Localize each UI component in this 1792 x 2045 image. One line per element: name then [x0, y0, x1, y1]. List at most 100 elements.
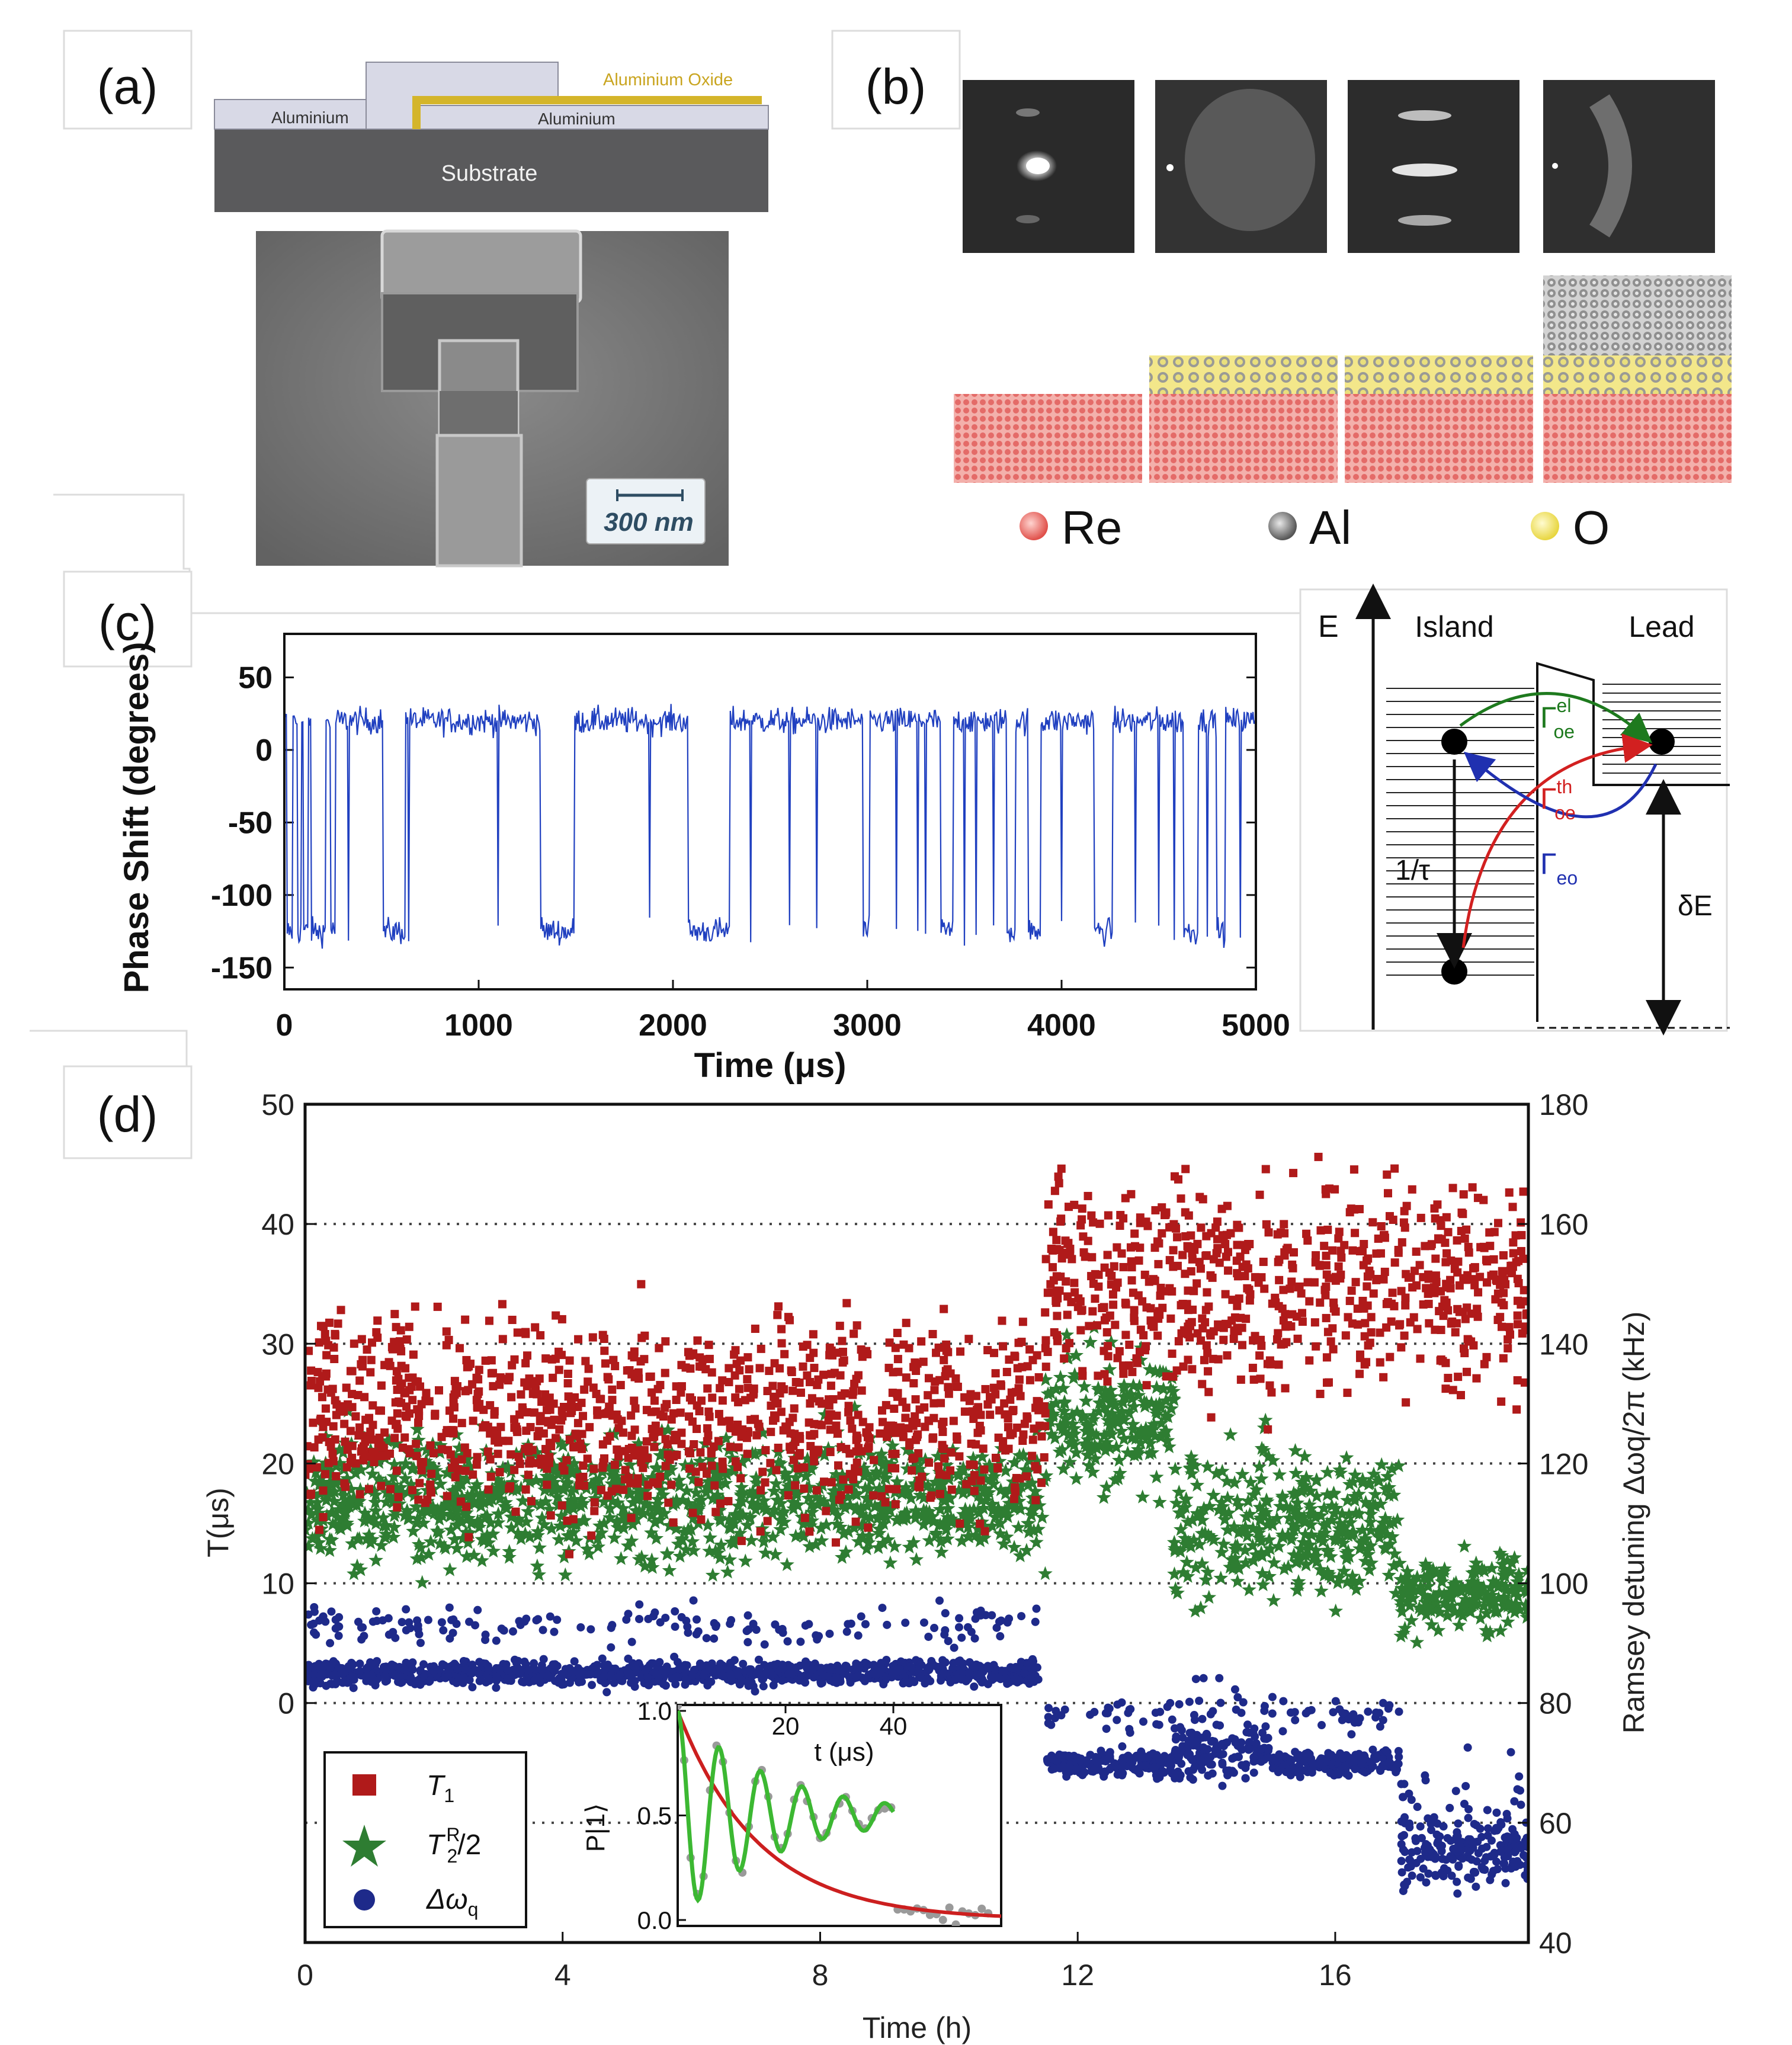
- data-point-dw: [1033, 1663, 1041, 1672]
- data-point-t1: [1431, 1254, 1440, 1263]
- substrate-label: Substrate: [441, 161, 538, 186]
- data-point-t1: [1203, 1288, 1211, 1297]
- data-point-t1: [1334, 1234, 1343, 1243]
- data-point-t1: [1083, 1191, 1092, 1200]
- data-point-t2: [416, 1515, 431, 1530]
- data-point-t1: [891, 1464, 900, 1473]
- data-point-dw: [901, 1677, 910, 1686]
- data-point-t1: [743, 1353, 752, 1362]
- data-point-t1: [851, 1517, 860, 1526]
- data-point-t2: [569, 1533, 584, 1547]
- data-point-dw: [737, 1675, 746, 1684]
- data-point-t2: [899, 1505, 914, 1520]
- data-point-t2: [902, 1539, 917, 1554]
- data-point-dw: [1031, 1617, 1040, 1626]
- data-point-t1: [1201, 1318, 1210, 1327]
- data-point-t1: [621, 1475, 630, 1484]
- data-point-t1: [1100, 1263, 1109, 1272]
- data-point-t1: [402, 1402, 411, 1411]
- data-point-t1: [531, 1323, 540, 1332]
- data-point-t1: [1402, 1201, 1411, 1210]
- data-point-dw: [372, 1607, 381, 1616]
- data-point-t2: [459, 1505, 474, 1520]
- data-point-t2: [1432, 1585, 1447, 1600]
- data-point-t2: [1078, 1393, 1094, 1408]
- data-point-t2: [1358, 1531, 1373, 1545]
- data-point-t2: [326, 1493, 342, 1508]
- data-point-t2: [1220, 1491, 1235, 1505]
- data-point-t2: [1396, 1626, 1411, 1640]
- data-point-t2: [1455, 1608, 1470, 1622]
- data-point-t2: [1406, 1583, 1421, 1597]
- data-point-dw: [360, 1631, 368, 1640]
- data-point-t1: [600, 1454, 609, 1463]
- data-point-dw: [416, 1639, 425, 1647]
- data-point-t1: [960, 1407, 969, 1416]
- data-point-t2: [900, 1461, 915, 1476]
- data-point-t2: [971, 1488, 986, 1502]
- data-point-t1: [1031, 1403, 1040, 1412]
- data-point-t1: [1520, 1378, 1528, 1387]
- data-point-t2: [1139, 1395, 1154, 1409]
- data-point-t1: [752, 1431, 761, 1440]
- data-point-t2: [1290, 1495, 1305, 1509]
- data-point-t2: [567, 1492, 582, 1507]
- data-point-t1: [826, 1447, 835, 1456]
- data-point-t1: [677, 1361, 686, 1370]
- data-point-t2: [874, 1446, 889, 1461]
- data-point-t2: [1230, 1538, 1245, 1553]
- data-point-t1: [329, 1457, 338, 1466]
- data-point-t2: [504, 1509, 519, 1524]
- data-point-t1: [1238, 1323, 1246, 1332]
- data-point-dw: [861, 1620, 870, 1629]
- data-point-t1: [691, 1467, 700, 1476]
- data-point-t1: [350, 1339, 358, 1348]
- data-point-t2: [1038, 1372, 1053, 1386]
- data-point-t1: [1049, 1246, 1057, 1255]
- data-point-t2: [718, 1476, 733, 1490]
- data-point-t1: [1130, 1306, 1139, 1315]
- data-point-t1: [1099, 1303, 1108, 1312]
- data-point-t1: [312, 1463, 321, 1472]
- data-point-t1: [526, 1456, 535, 1465]
- data-point-t1: [743, 1450, 752, 1459]
- data-point-t2: [1193, 1507, 1208, 1521]
- data-point-t2: [1116, 1389, 1131, 1403]
- data-point-t1: [473, 1390, 482, 1399]
- data-point-t2: [842, 1498, 857, 1512]
- data-point-t1: [735, 1384, 743, 1393]
- data-point-t1: [630, 1396, 639, 1405]
- data-point-t2: [998, 1486, 1013, 1501]
- data-point-t2: [1471, 1587, 1486, 1602]
- data-point-t2: [479, 1508, 495, 1522]
- data-point-t1: [531, 1382, 540, 1390]
- data-point-t2: [449, 1541, 464, 1555]
- data-point-t2: [880, 1532, 896, 1546]
- data-point-t2: [1194, 1525, 1210, 1540]
- data-point-dw: [607, 1623, 616, 1632]
- data-point-t1: [506, 1482, 515, 1491]
- data-point-t1: [332, 1472, 341, 1480]
- data-point-t2: [895, 1486, 909, 1500]
- data-point-t1: [736, 1474, 745, 1483]
- data-point-dw: [996, 1616, 1005, 1625]
- data-point-t1: [949, 1416, 958, 1425]
- data-point-t1: [1065, 1203, 1073, 1211]
- data-point-t2: [896, 1511, 911, 1525]
- data-point-t2: [1465, 1565, 1480, 1579]
- data-point-dw: [703, 1681, 712, 1690]
- data-point-t1: [664, 1498, 673, 1507]
- data-point-t1: [422, 1389, 431, 1397]
- data-point-t1: [854, 1467, 863, 1476]
- data-point-t2: [1153, 1429, 1168, 1444]
- data-point-t2: [1021, 1464, 1036, 1478]
- data-point-t2: [1255, 1566, 1270, 1580]
- data-point-t1: [870, 1456, 879, 1464]
- data-point-dw: [847, 1619, 855, 1628]
- data-point-t1: [1377, 1222, 1386, 1230]
- data-point-t2: [804, 1497, 819, 1511]
- data-point-t1: [717, 1417, 726, 1426]
- data-point-t2: [530, 1528, 546, 1542]
- data-point-t2: [387, 1520, 402, 1534]
- data-point-t1: [1189, 1242, 1198, 1251]
